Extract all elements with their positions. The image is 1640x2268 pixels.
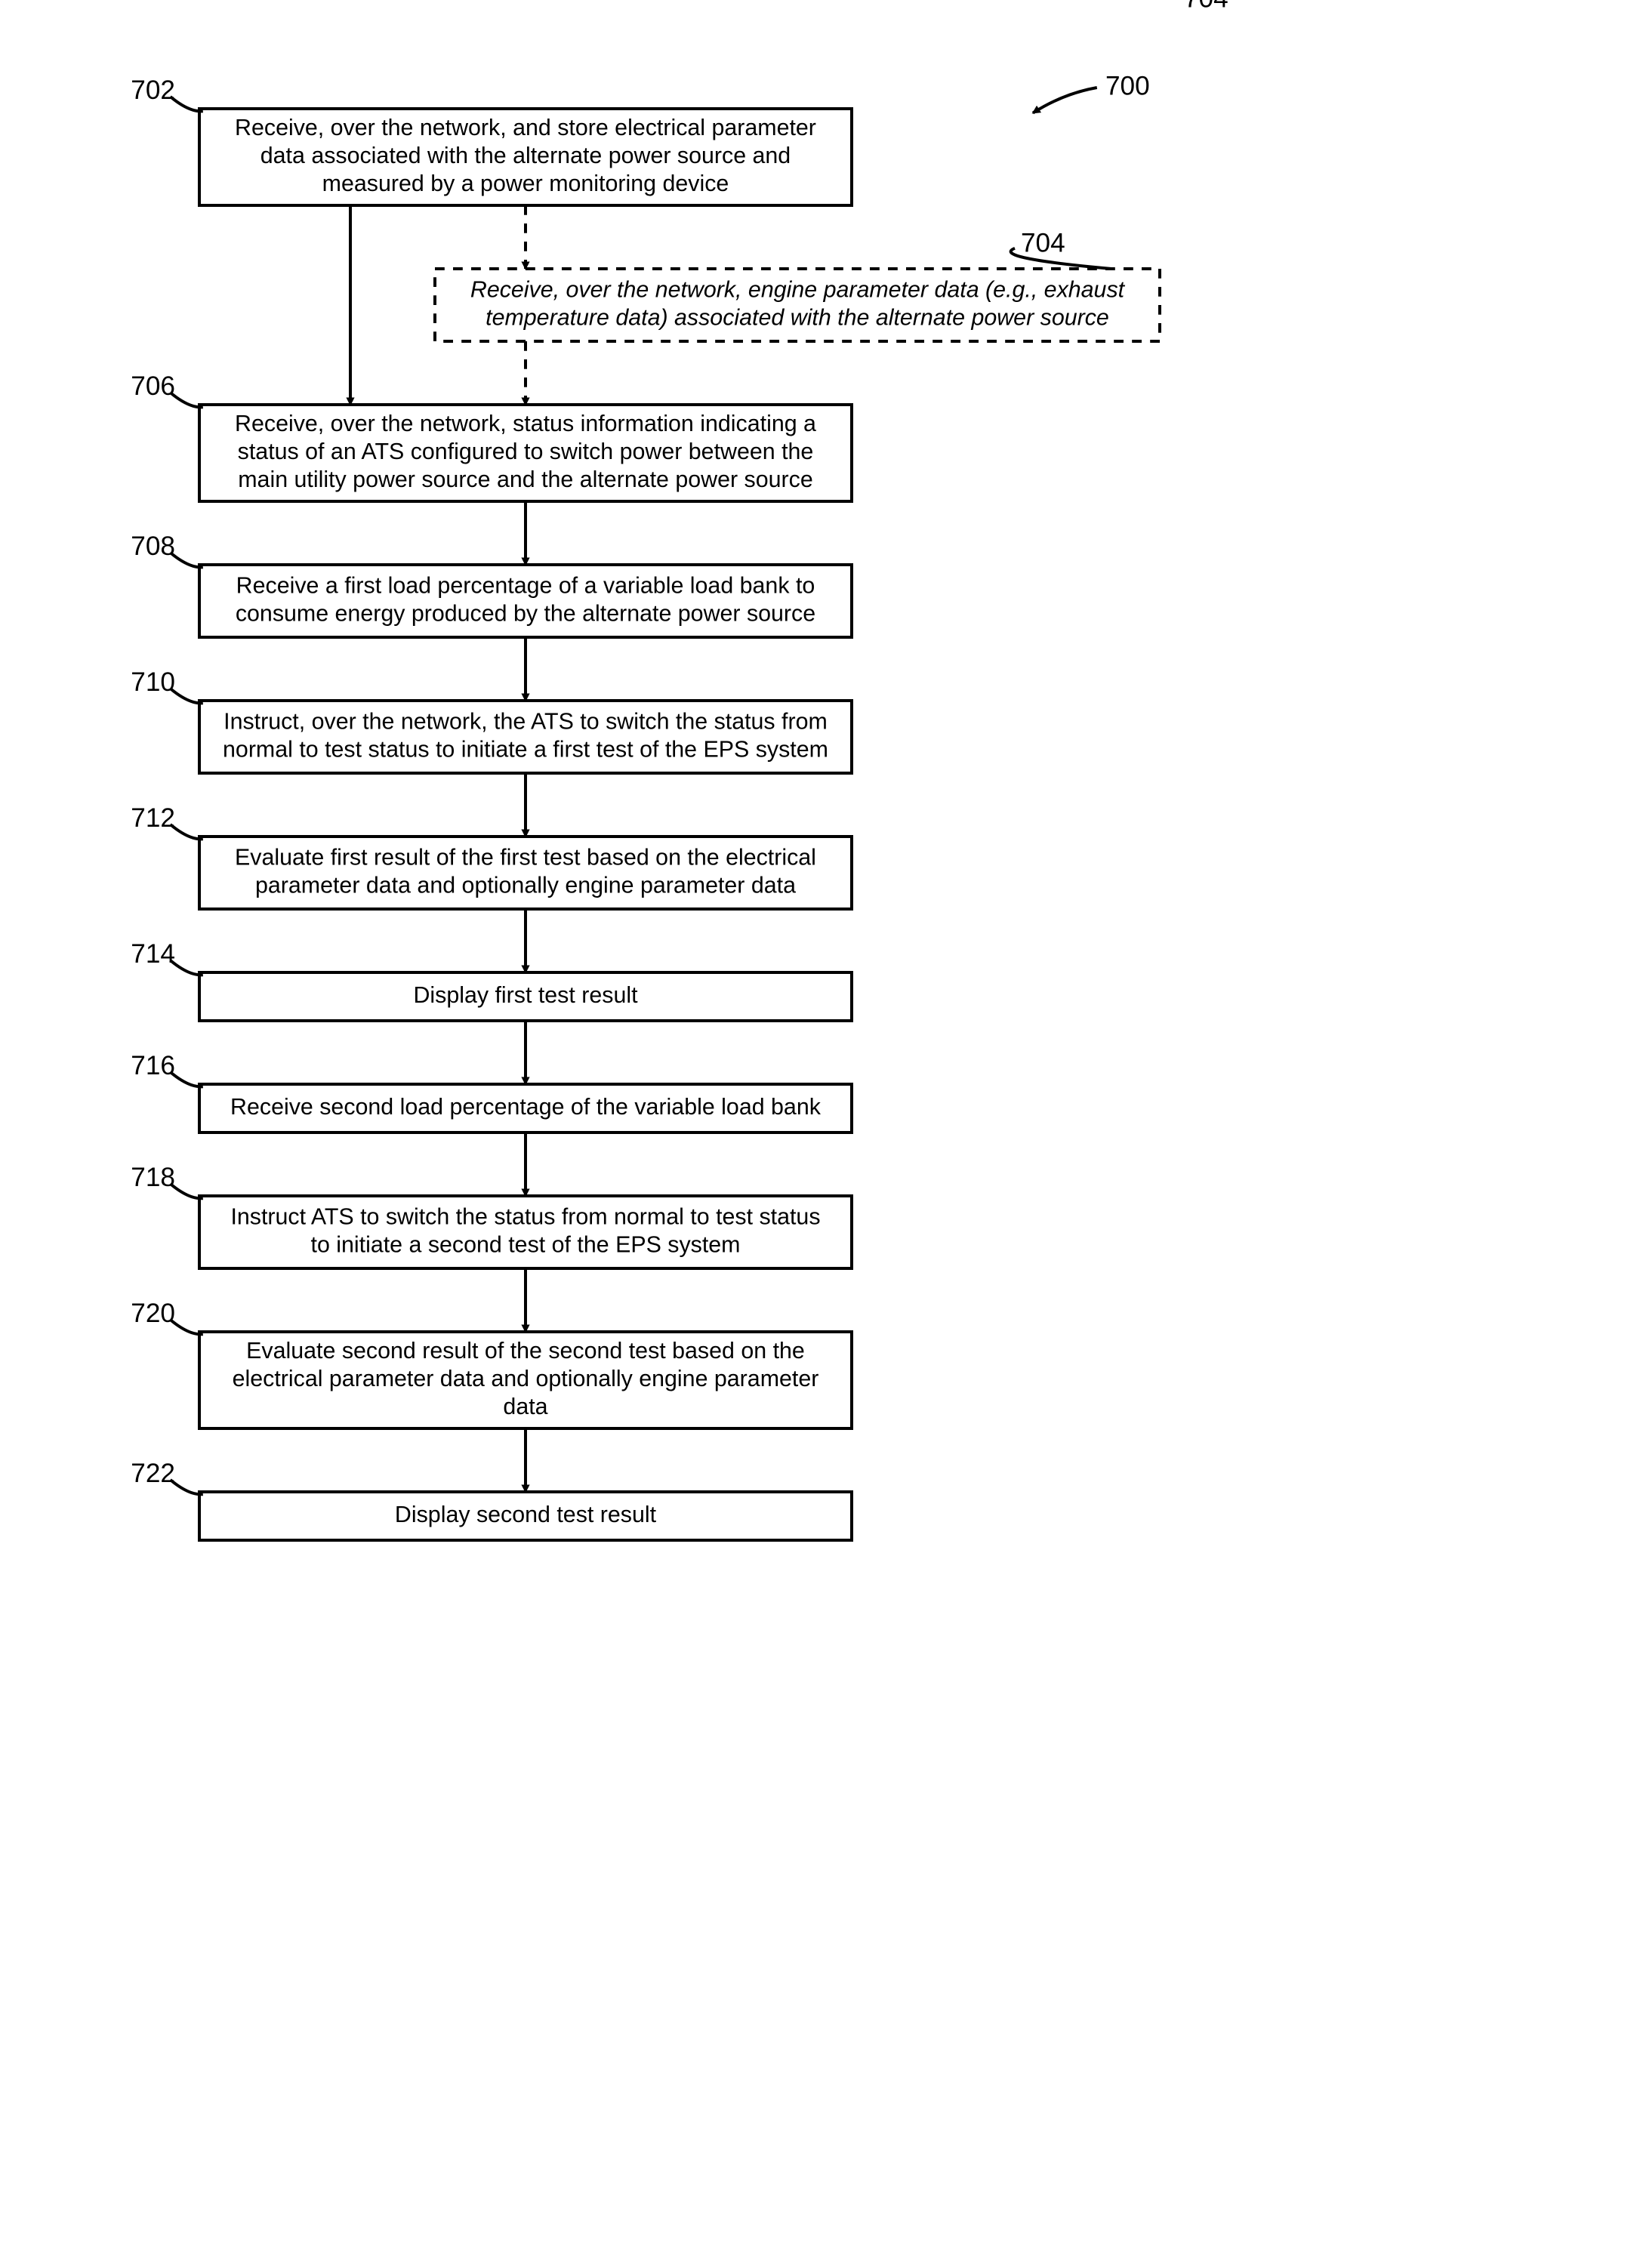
flow-step-704: Receive, over the network, engine parame… [435,269,1160,341]
flow-step-718: Instruct ATS to switch the status from n… [199,1196,852,1268]
step-text: Receive, over the network, engine parame… [470,277,1126,303]
figure-ref-arrow [1033,88,1097,113]
step-text: data associated with the alternate power… [260,143,791,168]
flow-step-722: Display second test result [199,1492,852,1540]
ref-712: 712 [131,803,175,833]
ref-714: 714 [131,939,175,969]
step-text: Receive second load percentage of the va… [230,1094,822,1120]
ref-708: 708 [131,532,175,561]
flow-step-720: Evaluate second result of the second tes… [199,1332,852,1428]
step-text: Receive, over the network, status inform… [235,411,816,436]
undefined: 704 [1184,0,1228,13]
step-text: Receive, over the network, and store ele… [235,115,816,140]
step-text: consume energy produced by the alternate… [236,600,815,626]
ref-722: 722 [131,1459,175,1488]
step-text: Receive a first load percentage of a var… [236,573,815,599]
ref-702: 702 [131,75,175,105]
flow-step-714: Display first test result [199,972,852,1021]
ref-704: 704 [1021,228,1065,257]
flow-step-712: Evaluate first result of the first test … [199,837,852,909]
step-text: parameter data and optionally engine par… [255,872,796,898]
step-text: status of an ATS configured to switch po… [238,439,814,464]
step-text: main utility power source and the altern… [238,467,812,492]
ref-716: 716 [131,1051,175,1080]
flow-step-706: Receive, over the network, status inform… [199,405,852,501]
flow-step-702: Receive, over the network, and store ele… [199,109,852,205]
step-text: electrical parameter data and optionally… [233,1366,819,1391]
step-text: Evaluate second result of the second tes… [246,1338,805,1364]
flow-step-708: Receive a first load percentage of a var… [199,565,852,637]
ref-706: 706 [131,371,175,401]
step-text: Instruct ATS to switch the status from n… [230,1204,820,1230]
step-text: Evaluate first result of the first test … [235,845,816,871]
step-text: Display first test result [413,982,638,1008]
step-text: measured by a power monitoring device [322,171,729,196]
step-text: temperature data) associated with the al… [486,304,1109,330]
step-text: data [503,1394,547,1419]
step-text: Display second test result [395,1502,657,1527]
ref-720: 720 [131,1299,175,1328]
flow-step-710: Instruct, over the network, the ATS to s… [199,701,852,773]
ref-718: 718 [131,1163,175,1192]
flow-step-716: Receive second load percentage of the va… [199,1084,852,1132]
figure-ref: 700 [1105,71,1150,100]
step-text: normal to test status to initiate a firs… [223,736,828,762]
ref-710: 710 [131,667,175,697]
step-text: to initiate a second test of the EPS sys… [311,1231,741,1257]
step-text: Instruct, over the network, the ATS to s… [223,709,828,735]
